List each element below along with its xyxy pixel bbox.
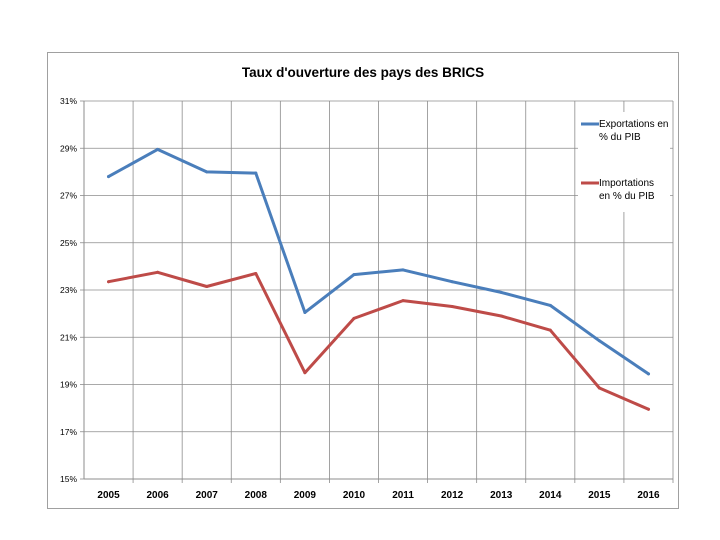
data-point	[205, 284, 209, 288]
data-point	[205, 170, 209, 174]
data-point	[597, 339, 601, 343]
y-tick-label: 21%	[60, 332, 77, 342]
legend-label: Exportations en	[599, 119, 669, 130]
y-tick-label: 23%	[60, 285, 77, 295]
y-tick-label: 15%	[60, 474, 77, 484]
series-lines	[107, 147, 650, 411]
y-tick-label: 25%	[60, 238, 77, 248]
x-tick-label: 2014	[539, 490, 562, 501]
x-tick-label: 2012	[441, 490, 464, 501]
x-tick-label: 2007	[196, 490, 219, 501]
data-point	[107, 280, 111, 284]
x-tick-label: 2010	[343, 490, 366, 501]
data-point	[548, 328, 552, 332]
data-point	[254, 271, 258, 275]
data-point	[156, 147, 160, 151]
data-point	[499, 314, 503, 318]
data-point	[401, 299, 405, 303]
data-point	[303, 310, 307, 314]
y-tick-label: 27%	[60, 191, 77, 201]
data-point	[597, 386, 601, 390]
data-point	[646, 407, 650, 411]
data-point	[254, 171, 258, 175]
data-point	[156, 270, 160, 274]
y-tick-label: 19%	[60, 380, 77, 390]
legend-label: % du PIB	[599, 132, 641, 143]
y-axis-ticks: 15% 17% 19% 21% 23% 25% 27% 29% 31%	[60, 96, 77, 484]
x-tick-label: 2013	[490, 490, 513, 501]
data-point	[499, 290, 503, 294]
x-tick-label: 2006	[147, 490, 170, 501]
x-tick-label: 2009	[294, 490, 317, 501]
chart-title: Taux d'ouverture des pays des BRICS	[242, 65, 484, 80]
y-tick-label: 29%	[60, 143, 77, 153]
y-tick-label: 31%	[60, 96, 77, 106]
y-tick-label: 17%	[60, 427, 77, 437]
legend: Exportations en % du PIB Importations en % …	[578, 112, 670, 212]
x-tick-label: 2011	[392, 490, 414, 501]
data-point	[352, 273, 356, 277]
data-point	[401, 268, 405, 272]
data-point	[450, 305, 454, 309]
axes	[80, 100, 673, 480]
series-line-exportations	[107, 147, 650, 376]
legend-box	[578, 112, 670, 212]
data-point	[352, 316, 356, 320]
x-tick-label: 2008	[245, 490, 268, 501]
series-line-importations	[107, 270, 650, 411]
data-point	[646, 372, 650, 376]
data-point	[107, 175, 111, 179]
data-point	[548, 303, 552, 307]
data-point	[450, 280, 454, 284]
x-tick-label: 2015	[588, 490, 611, 501]
x-tick-label: 2016	[637, 490, 660, 501]
legend-label: Importations	[599, 178, 654, 189]
legend-label: en % du PIB	[599, 191, 655, 202]
x-axis-ticks: 2005 2006 2007 2008 2009 2010 2011 2012 2013 2014…	[97, 490, 660, 501]
data-point	[303, 371, 307, 375]
x-tick-label: 2005	[97, 490, 120, 501]
chart-frame	[47, 52, 679, 509]
